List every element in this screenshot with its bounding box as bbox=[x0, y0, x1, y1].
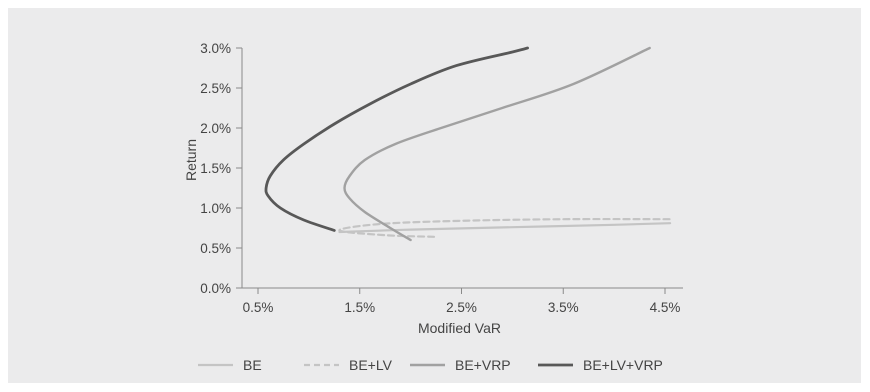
series-lines bbox=[264, 46, 672, 242]
y-tick-label: 0.0% bbox=[200, 281, 231, 296]
legend: BE BE+LV BE+VRP BE+LV+VRP bbox=[198, 357, 663, 373]
x-axis-title: Modified VaR bbox=[418, 320, 501, 336]
x-tick-label: 4.5% bbox=[650, 300, 681, 315]
y-tick-label: 2.0% bbox=[200, 121, 231, 136]
x-ticks: 0.5% 1.5% 2.5% 3.5% 4.5% bbox=[243, 288, 681, 315]
series-line-be bbox=[338, 222, 672, 234]
y-tick-label: 3.0% bbox=[200, 41, 231, 56]
x-tick-label: 3.5% bbox=[548, 300, 579, 315]
series-line-be-vrp bbox=[343, 46, 651, 242]
legend-label-be-lv-vrp: BE+LV+VRP bbox=[583, 357, 663, 373]
legend-label-be-vrp: BE+VRP bbox=[455, 357, 511, 373]
axes bbox=[241, 48, 683, 289]
y-tick-label: 1.5% bbox=[200, 161, 231, 176]
legend-label-be: BE bbox=[243, 357, 262, 373]
y-axis-title: Return bbox=[183, 139, 199, 181]
x-tick-label: 2.5% bbox=[446, 300, 477, 315]
y-tick-label: 1.0% bbox=[200, 201, 231, 216]
x-tick-label: 1.5% bbox=[344, 300, 375, 315]
y-tick-label: 0.5% bbox=[200, 241, 231, 256]
y-tick-label: 2.5% bbox=[200, 81, 231, 96]
y-ticks: 0.0% 0.5% 1.0% 1.5% 2.0% 2.5% 3.0% bbox=[200, 41, 242, 296]
legend-label-be-lv: BE+LV bbox=[349, 357, 393, 373]
chart-panel bbox=[8, 8, 861, 383]
series-line-be-lv-vrp bbox=[264, 46, 529, 232]
series-line-be-lv bbox=[338, 217, 672, 238]
x-tick-label: 0.5% bbox=[243, 300, 274, 315]
